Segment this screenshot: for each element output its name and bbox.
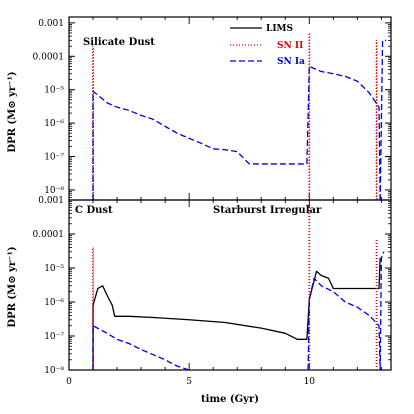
y-tick-label: 10⁻⁶ [44, 298, 64, 308]
y-tick-label: 10⁻⁷ [44, 153, 64, 163]
top-y-axis-title: DPR (M⊙ yr⁻¹) [7, 71, 18, 152]
series-sn-ia-line [379, 39, 387, 201]
bottom-y-ticks: 0.001 0.0001 10⁻⁵ 10⁻⁶ 10⁻⁷ 10⁻⁸ [33, 196, 391, 376]
y-tick-label: 10⁻⁵ [44, 86, 64, 96]
series-lims-line [92, 257, 381, 370]
y-tick-label: 0.0001 [33, 230, 65, 240]
bottom-x-ticks: 0 5 10 [66, 200, 382, 387]
y-tick-label: 10⁻⁶ [44, 119, 64, 129]
legend-label-sn-ii: SN II [277, 41, 303, 51]
y-tick-label: 10⁻⁵ [44, 264, 64, 274]
y-tick-label: 10⁻⁸ [44, 366, 64, 376]
series-sn-ia-line [379, 251, 385, 371]
top-panel: 0.001 0.0001 10⁻⁵ 10⁻⁶ 10⁻⁷ 10⁻⁸ Silicate Dus… [33, 16, 392, 201]
y-tick-label: 0.001 [38, 19, 64, 29]
series-sn-ia-line [92, 325, 190, 371]
bottom-panel-annotation: Starburst Irregular [213, 205, 322, 216]
x-axis-title: time (Gyr) [201, 394, 259, 405]
bottom-series-group [92, 202, 385, 371]
legend-label-lims: LIMS [266, 24, 293, 34]
x-tick-label: 0 [66, 377, 72, 387]
y-tick-label: 0.001 [38, 196, 64, 206]
bottom-y-axis-title: DPR (M⊙ yr⁻¹) [7, 246, 18, 327]
top-y-ticks: 0.001 0.0001 10⁻⁵ 10⁻⁶ 10⁻⁷ 10⁻⁸ [33, 19, 391, 201]
legend-label-sn-ia: SN Ia [277, 57, 305, 67]
series-sn-ia-line [92, 65, 381, 201]
bottom-panel-frame [68, 199, 392, 371]
x-tick-label: 10 [304, 377, 316, 387]
y-tick-label: 10⁻⁷ [44, 332, 64, 342]
y-tick-label: 0.0001 [33, 52, 65, 62]
y-tick-label: 10⁻⁸ [44, 186, 64, 196]
legend: LIMS SN II SN Ia [230, 24, 305, 67]
top-panel-label: Silicate Dust [83, 37, 155, 48]
top-series-group [92, 32, 387, 201]
x-tick-label: 5 [186, 377, 192, 387]
series-sn-ia-line [307, 277, 381, 371]
bottom-panel-label: C Dust [75, 205, 113, 216]
